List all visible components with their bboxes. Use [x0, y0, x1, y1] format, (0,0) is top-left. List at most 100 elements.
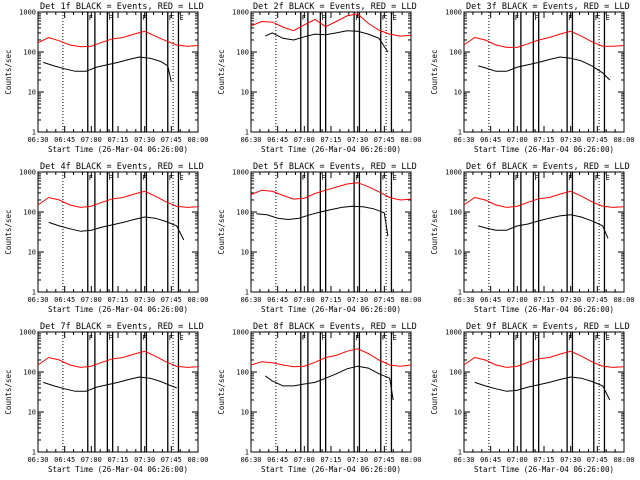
x-tick-label: 07:15 [107, 456, 128, 464]
lld-series-line [37, 190, 199, 208]
panel-8: Det 8f BLACK = Events, RED = LLD 1 10 100 10… [217, 322, 422, 474]
x-axis-label: Start Time (26-Mar-04 06:26:00) [261, 145, 401, 154]
y-tick-label: 1000 [232, 9, 249, 17]
marker-flag: F [382, 174, 386, 182]
x-tick-label: 07:30 [134, 296, 155, 304]
x-tick-label: 07:30 [560, 296, 581, 304]
x-tick-label: 07:15 [320, 136, 341, 144]
plot-frame [37, 11, 199, 133]
marker-flag: F [89, 334, 93, 342]
x-tick-label: 07:45 [374, 136, 395, 144]
x-tick-label: 07:30 [134, 456, 155, 464]
y-tick-label: 10 [454, 89, 462, 97]
y-tick-label: 10 [241, 89, 249, 97]
panel-title: Det 4f BLACK = Events, RED = LLD [40, 162, 204, 172]
x-tick-label: 07:00 [507, 296, 528, 304]
x-tick-label: 07:00 [294, 136, 315, 144]
x-tick-label: 07:45 [161, 136, 182, 144]
x-tick-label: 07:00 [507, 136, 528, 144]
y-axis-label: Counts/sec [4, 369, 13, 414]
marker-flag: F [321, 14, 325, 22]
y-tick-label: 100 [449, 369, 462, 377]
events-series-line [478, 56, 611, 81]
lld-series-line [463, 30, 625, 48]
marker-flag: F [382, 14, 386, 22]
marker-flag: E [179, 14, 183, 22]
y-tick-label: 1000 [445, 9, 462, 17]
marker-flag: F [89, 14, 93, 22]
y-tick-label: 1000 [19, 169, 36, 177]
x-tick-label: 07:15 [533, 296, 554, 304]
lld-series-line [250, 182, 412, 201]
x-tick-label: 08:00 [400, 136, 421, 144]
x-tick-label: 06:45 [54, 296, 75, 304]
y-tick-label: 1 [245, 129, 249, 137]
y-tick-label: 1 [458, 129, 462, 137]
x-tick-label: 06:45 [480, 456, 501, 464]
marker-flag: E [605, 334, 609, 342]
x-tick-label: 06:45 [54, 136, 75, 144]
x-tick-label: 06:30 [453, 456, 474, 464]
x-tick-label: 08:00 [187, 456, 208, 464]
lld-series-line [463, 350, 625, 368]
events-series-line [264, 30, 389, 53]
lld-series-line [250, 13, 412, 37]
panel-title: Det 3f BLACK = Events, RED = LLD [466, 2, 630, 12]
marker-flag: F [595, 334, 599, 342]
x-tick-label: 06:45 [267, 296, 288, 304]
plot-frame [250, 11, 412, 133]
x-tick-label: 07:15 [107, 296, 128, 304]
events-series-line [478, 214, 609, 239]
x-tick-label: 07:00 [81, 296, 102, 304]
x-tick-label: 07:00 [507, 456, 528, 464]
marker-flag: F [142, 14, 146, 22]
x-tick-label: 06:45 [267, 136, 288, 144]
x-tick-label: 08:00 [187, 296, 208, 304]
y-tick-label: 1000 [19, 9, 36, 17]
y-axis-label: Counts/sec [217, 209, 226, 254]
panel-9: Det 9f BLACK = Events, RED = LLD 1 10 100 10… [430, 322, 635, 474]
plot-frame [463, 11, 625, 133]
x-axis-label: Start Time (26-Mar-04 06:26:00) [474, 305, 614, 314]
marker-flag: F [169, 174, 173, 182]
x-tick-label: 07:30 [560, 136, 581, 144]
x-axis-label: Start Time (26-Mar-04 06:26:00) [261, 465, 401, 474]
x-tick-label: 06:30 [453, 136, 474, 144]
x-tick-label: 06:30 [27, 136, 48, 144]
x-axis-label: Start Time (26-Mar-04 06:26:00) [474, 145, 614, 154]
y-tick-label: 10 [454, 249, 462, 257]
plot-frame [463, 171, 625, 293]
marker-flag: F [515, 174, 519, 182]
marker-flag: F [108, 174, 112, 182]
events-series-line [43, 56, 172, 82]
plot-frame [37, 331, 199, 453]
x-tick-label: 08:00 [613, 136, 634, 144]
y-tick-label: 10 [454, 409, 462, 417]
x-tick-label: 08:00 [187, 136, 208, 144]
marker-flag: F [568, 334, 572, 342]
panel-1: Det 1f BLACK = Events, RED = LLD 1 10 100 10… [4, 2, 209, 154]
panel-3: Det 3f BLACK = Events, RED = LLD 1 10 100 10… [430, 2, 635, 154]
y-tick-label: 100 [449, 49, 462, 57]
marker-flag: F [355, 334, 359, 342]
lld-series-line [250, 348, 412, 368]
marker-flag: E [392, 174, 396, 182]
marker-flag: F [568, 174, 572, 182]
y-tick-label: 1 [245, 289, 249, 297]
x-tick-label: 07:30 [560, 456, 581, 464]
x-tick-label: 07:15 [107, 136, 128, 144]
events-series-line [256, 205, 389, 237]
marker-flag: F [169, 334, 173, 342]
marker-flag: F [515, 334, 519, 342]
marker-flag: F [355, 14, 359, 22]
marker-flag: F [169, 14, 173, 22]
panel-4: Det 4f BLACK = Events, RED = LLD 1 10 100 10… [4, 162, 209, 314]
panel-5: Det 5f BLACK = Events, RED = LLD 1 10 100 10… [217, 162, 422, 314]
marker-flag: E [392, 14, 396, 22]
panel-title: Det 9f BLACK = Events, RED = LLD [466, 322, 630, 332]
x-tick-label: 07:15 [533, 136, 554, 144]
x-tick-label: 06:45 [54, 456, 75, 464]
y-tick-label: 100 [23, 209, 36, 217]
y-tick-label: 1 [32, 449, 36, 457]
panel-title: Det 1f BLACK = Events, RED = LLD [40, 2, 204, 12]
